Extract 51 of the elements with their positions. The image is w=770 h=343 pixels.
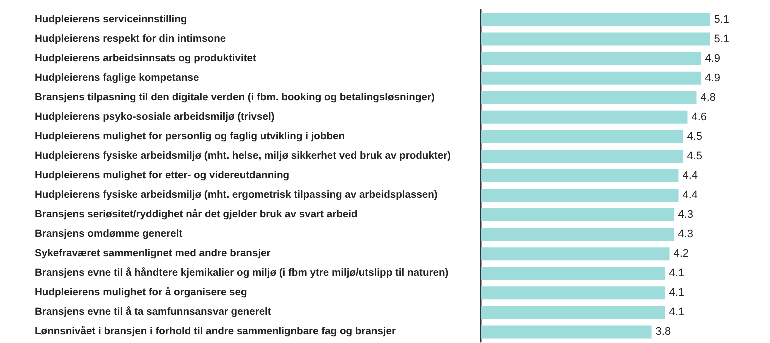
data-label: 4.8 [700,92,716,104]
bar [481,286,666,300]
data-label: 4.2 [674,248,690,260]
bar [481,72,702,85]
bar [481,228,674,242]
bar [481,326,652,339]
bar [481,267,666,280]
y-tick-label: Bransjens seriøsitet/ryddighet når det gjelder bruk av svart arbeid [35,208,358,221]
bar [481,189,679,202]
bar [481,306,666,320]
y-tick-label: Hudpleierens respekt for din intimsone [35,34,226,45]
data-label: 4.1 [669,268,685,280]
y-tick-label: Hudpleierens psyko-sosiale arbeidsmiljø (trivsel) [35,112,275,123]
data-label: 4.4 [682,170,698,182]
bar [481,150,684,163]
data-label: 5.1 [714,33,730,46]
data-label: 4.3 [678,209,694,222]
y-tick-label: Bransjens evne til å ta samfunnsansvar generelt [35,306,272,318]
data-label: 4.1 [669,287,685,300]
bar [481,170,679,182]
y-tick-label: Bransjens tilpasning til den digitale verden (i fbm. booking og betalingsløsninger) [35,92,435,104]
y-tick-label: Sykefraværet sammenlignet med andre bransjer [35,248,271,260]
data-label: 4.4 [682,190,698,202]
bar [481,110,688,124]
y-tick-label: Bransjens omdømme generelt [35,229,184,240]
data-label: 4.5 [687,150,703,162]
bar [481,248,670,261]
y-tick-label: Hudpleierens fysiske arbeidsmiljø (mht. helse, miljø sikkerhet ved bruk av produkter) [35,150,452,162]
data-label: 3.8 [656,326,672,338]
bar [481,32,710,46]
data-label: 5.1 [714,14,730,26]
bar [481,13,710,26]
data-label: 4.3 [678,228,694,241]
bar [481,52,702,66]
bar [481,208,674,222]
y-tick-label: Hudpleierens mulighet for å organisere seg [35,286,248,299]
data-label: 4.9 [705,72,721,84]
y-tick-label: Hudpleierens arbeidsinnsats og produktivitet [35,53,257,64]
y-tick-label: Hudpleierens faglige kompetanse [35,72,200,84]
data-label: 4.5 [687,130,703,143]
y-tick-label: Hudpleierens fysiske arbeidsmiljø (mht. ergometrisk tilpassing av arbeidsplassen) [35,190,438,202]
data-label: 4.6 [692,111,708,124]
bar [481,91,697,104]
data-label: 4.9 [705,52,721,65]
y-tick-label: Lønnsnivået i bransjen i forhold til andre sammenlignbare fag og bransjer [35,326,396,338]
y-tick-label: Bransjens evne til å håndtere kjemikalier og miljø (i fbm ytre miljø/utslipp til naturen) [35,267,449,280]
y-tick-label: Hudpleierens serviceinnstilling [35,14,188,26]
bar [481,130,684,144]
y-tick-label: Hudpleierens mulighet for personlig og faglig utvikling i jobben [35,131,346,142]
y-tick-label: Hudpleierens mulighet for etter- og videreutdanning [35,170,290,182]
data-label: 4.1 [669,306,685,319]
